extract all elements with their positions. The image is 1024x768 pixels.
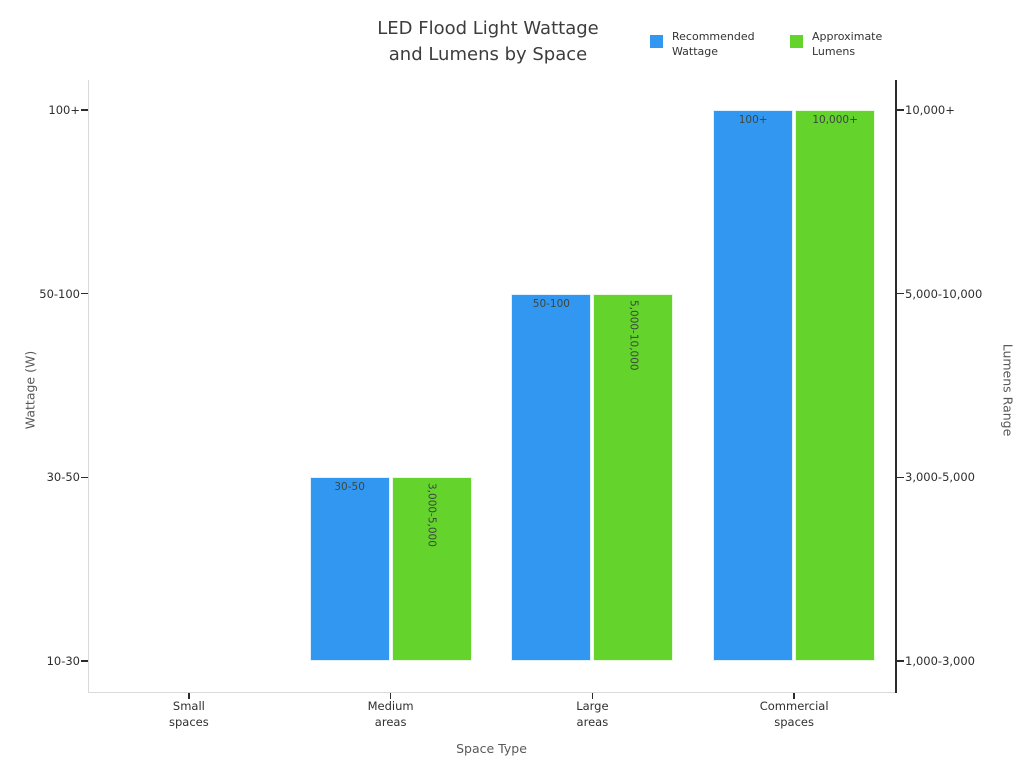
- x-tick-label: Commercial spaces: [759, 699, 829, 729]
- bar-recommended-wattage-commercial-spaces: 100+: [713, 109, 794, 661]
- right-tick-label: 10,000+: [905, 102, 955, 117]
- bar-value-label: 100+: [738, 113, 768, 126]
- bar-approximate-lumens-medium-areas: 3,000-5,000: [391, 477, 472, 661]
- right-tick-mark: [896, 476, 904, 479]
- left-tick-label: 50-100: [39, 286, 80, 301]
- bar-value-label: 3,000-5,000: [425, 483, 438, 548]
- x-tick-mark: [793, 693, 795, 699]
- legend-label-recommended-wattage: Recommended Wattage: [672, 30, 755, 58]
- bar-recommended-wattage-large-areas: 50-100: [511, 293, 592, 661]
- chart-title: LED Flood Light Wattage and Lumens by Sp…: [188, 16, 788, 68]
- legend-item-approximate-lumens: Approximate Lumens: [790, 30, 882, 59]
- x-tick-label: Large areas: [576, 699, 609, 729]
- right-axis-spine: [895, 80, 897, 693]
- right-tick-mark: [896, 109, 904, 111]
- chart-title-line2: and Lumens by Space: [388, 44, 588, 65]
- bar-value-label: 5,000-10,000: [627, 299, 640, 371]
- bottom-axis-spine: [88, 692, 896, 693]
- left-tick-label: 100+: [48, 102, 80, 117]
- right-tick-mark: [896, 660, 904, 662]
- right-tick-label: 3,000-5,000: [905, 470, 975, 485]
- bar-approximate-lumens-large-areas: 5,000-10,000: [593, 293, 674, 661]
- bar-recommended-wattage-medium-areas: 30-50: [309, 477, 390, 661]
- x-tick-mark: [188, 693, 190, 699]
- left-tick-mark: [81, 109, 88, 111]
- right-tick-mark: [896, 292, 904, 295]
- bar-value-label: 10,000+: [812, 113, 858, 126]
- left-tick-mark: [81, 476, 88, 479]
- left-axis-spine: [88, 80, 89, 692]
- x-axis-title: Space Type: [456, 741, 527, 756]
- bar-value-label: 30-50: [334, 481, 365, 494]
- x-tick-mark: [389, 693, 392, 699]
- bar-value-label: 50-100: [532, 297, 570, 310]
- x-tick-mark: [591, 693, 594, 699]
- chart-title-line1: LED Flood Light Wattage: [377, 18, 599, 39]
- x-tick-label: Medium areas: [367, 699, 414, 729]
- right-tick-label: 5,000-10,000: [905, 286, 983, 301]
- left-tick-mark: [81, 660, 88, 662]
- legend-item-recommended-wattage: Recommended Wattage: [650, 30, 755, 59]
- legend-label-approximate-lumens: Approximate Lumens: [812, 30, 883, 58]
- left-tick-label: 10-30: [46, 654, 80, 668]
- x-tick-label: Small spaces: [169, 699, 209, 729]
- bar-approximate-lumens-commercial-spaces: 10,000+: [795, 109, 876, 661]
- right-tick-label: 1,000-3,000: [905, 654, 975, 668]
- recommended-wattage-swatch-icon: [650, 35, 663, 48]
- left-tick-mark: [81, 292, 88, 295]
- approximate-lumens-swatch-icon: [790, 35, 803, 48]
- left-tick-label: 30-50: [46, 470, 80, 485]
